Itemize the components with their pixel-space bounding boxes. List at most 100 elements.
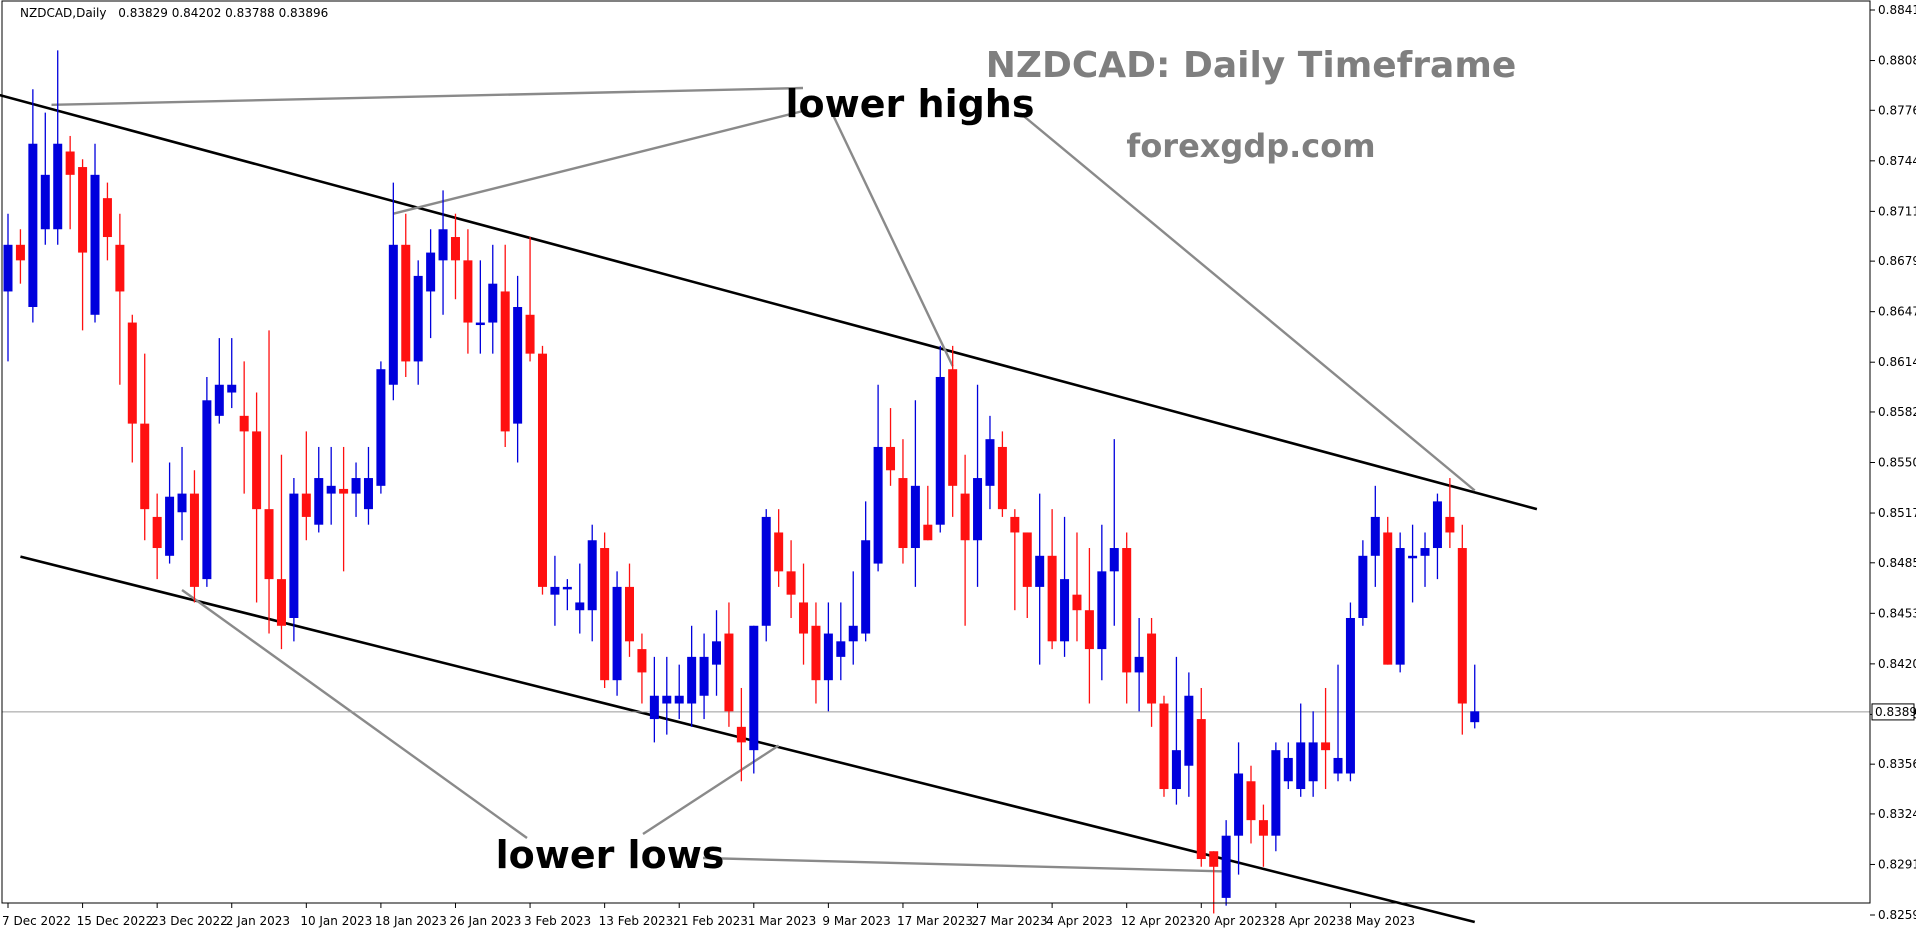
candle-body — [438, 229, 448, 261]
candle-10 — [127, 314, 137, 463]
candle-body — [1321, 742, 1331, 751]
candle-9 — [115, 213, 125, 385]
candle-29 — [363, 446, 373, 525]
candle-body — [376, 369, 386, 486]
candle-99 — [1234, 742, 1244, 875]
price-tick-label: 0.86795 — [1878, 254, 1916, 268]
candle-body — [662, 695, 672, 704]
candle-36 — [450, 213, 460, 300]
candle-body — [127, 322, 137, 424]
candle-body — [1333, 757, 1343, 774]
candle-body — [749, 625, 759, 751]
candle-body — [463, 260, 473, 323]
candle-6 — [78, 159, 88, 331]
price-tick-label: 0.85175 — [1878, 506, 1916, 520]
date-tick-label: 2 Jan 2023 — [226, 914, 290, 928]
candle-117 — [1457, 524, 1467, 735]
candle-91 — [1134, 617, 1144, 712]
candle-100 — [1246, 765, 1256, 844]
candle-70 — [873, 384, 883, 572]
candle-103 — [1283, 742, 1293, 790]
chart-frame — [1, 0, 1871, 904]
pointer-lower-highs-1 — [393, 109, 804, 215]
candle-21 — [264, 330, 274, 634]
candle-body — [1221, 835, 1231, 898]
candle-47 — [587, 524, 597, 642]
candle-80 — [997, 431, 1007, 517]
candle-body — [649, 695, 659, 720]
candle-55 — [687, 625, 697, 727]
candle-20 — [252, 392, 262, 603]
candle-92 — [1147, 617, 1157, 727]
candle-body — [351, 478, 361, 494]
date-tick-label: 23 Dec 2022 — [151, 914, 228, 928]
candle-62 — [774, 509, 784, 587]
candle-body — [550, 586, 560, 595]
candle-layer — [3, 50, 1480, 914]
candle-90 — [1122, 532, 1132, 704]
candle-body — [1196, 719, 1206, 860]
price-axis: 0.88410 0.88085 0.87765 0.87440 0.87115 0.867… — [1870, 3, 1916, 922]
candle-body — [625, 586, 634, 642]
chart-title: NZDCAD: Daily Timeframe — [986, 45, 1517, 86]
candle-53 — [662, 656, 672, 735]
candle-body — [823, 633, 833, 681]
date-tick-label: 21 Feb 2023 — [673, 914, 748, 928]
annotation-lower-lows: lower lows — [496, 833, 725, 877]
candle-body — [761, 516, 771, 626]
candle-45 — [562, 579, 572, 611]
date-tick-label: 27 Mar 2023 — [972, 914, 1048, 928]
candle-3 — [40, 112, 50, 245]
candle-16 — [202, 376, 212, 587]
candle-52 — [649, 656, 659, 743]
candle-body — [1109, 548, 1119, 572]
candle-body — [935, 376, 945, 525]
candle-body — [289, 493, 299, 618]
candle-body — [960, 493, 970, 541]
candle-85 — [1060, 516, 1070, 657]
candle-body — [973, 478, 983, 541]
candle-body — [1022, 532, 1032, 587]
date-tick-label: 9 Mar 2023 — [822, 914, 890, 928]
candle-24 — [301, 431, 311, 541]
candle-body — [1246, 781, 1256, 821]
price-tick-label: 0.85500 — [1878, 456, 1916, 470]
pointer-lower-highs-0 — [51, 86, 804, 107]
candle-body — [15, 244, 25, 261]
candle-body — [1084, 610, 1094, 650]
candle-31 — [388, 182, 398, 401]
date-tick-label: 20 Apr 2023 — [1195, 914, 1269, 928]
candle-body — [475, 322, 485, 326]
date-tick-label: 10 Jan 2023 — [300, 914, 372, 928]
candle-body — [736, 726, 746, 743]
price-tick-label: 0.87765 — [1878, 103, 1916, 117]
candle-23 — [289, 478, 299, 642]
candle-body — [140, 423, 150, 510]
candle-body — [1271, 750, 1281, 836]
annotation-lower-highs: lower highs — [786, 82, 1035, 126]
candle-96 — [1196, 687, 1206, 867]
pointer-lower-highs-3 — [1019, 112, 1476, 492]
candle-19 — [239, 361, 249, 494]
candle-112 — [1395, 532, 1405, 673]
candle-body — [1432, 501, 1442, 549]
candle-11 — [140, 353, 150, 541]
candle-35 — [438, 190, 448, 315]
symbol-header: NZDCAD,Daily 0.83829 0.84202 0.83788 0.8… — [20, 6, 328, 20]
candle-34 — [426, 229, 436, 339]
candle-22 — [276, 454, 286, 650]
candle-body — [1420, 548, 1430, 556]
candle-body — [78, 167, 88, 253]
candle-body — [575, 602, 585, 611]
date-tick-label: 1 Mar 2023 — [748, 914, 816, 928]
candle-body — [3, 244, 13, 292]
candle-body — [339, 488, 349, 494]
candle-body — [712, 641, 722, 665]
candle-57 — [712, 610, 722, 696]
candle-body — [1370, 516, 1380, 556]
candle-33 — [413, 260, 423, 385]
candle-body — [227, 384, 237, 393]
candle-body — [1134, 656, 1144, 673]
candle-body — [699, 656, 709, 696]
